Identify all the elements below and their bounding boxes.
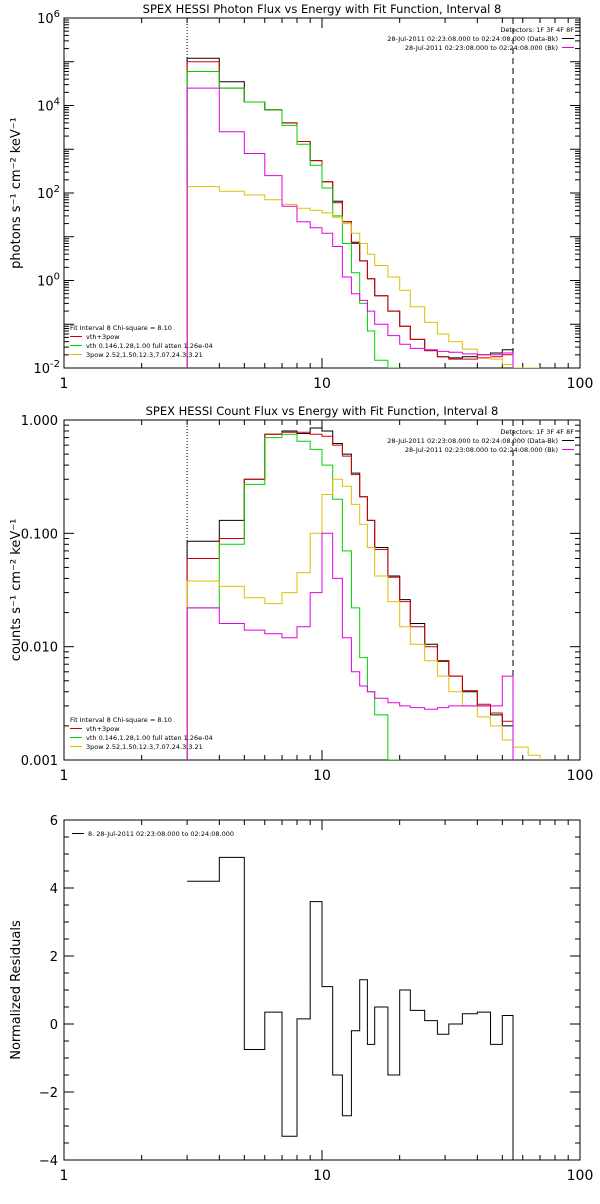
legend-text: 28-Jul-2011 02:23:08.000 to 02:24:08.000… [387,437,558,445]
y-tick-label: 4 [50,882,58,897]
chart-title: SPEX HESSI Photon Flux vs Energy with Fi… [143,2,502,16]
x-axis-ticks [63,18,581,368]
y-tick-label: 0.100 [21,527,58,542]
legend-text: 28-Jul-2011 02:23:08.000 to 02:24:08.000… [387,35,558,43]
plot-frame [63,17,581,369]
series-vth [186,433,400,760]
series-data-bk [186,57,514,368]
x-tick-label: 100 [567,1168,594,1184]
series-data-bk [186,427,514,760]
y-tick-label: 10-2 [33,359,60,377]
panel-3: Normalized Residuals 1 10 100 −4 −2 0 2 4 6 8. 28-… [9,814,593,1184]
legend-text: Detectors: 1F 3F 4F 8F [500,26,574,34]
legend-text: 3pow 2.52,1.50,12.3,7.07,24.3,3.21 [86,351,203,359]
x-axis-ticks [63,820,581,1160]
y-tick-label: −4 [39,1154,58,1169]
x-tick-label: 1 [60,768,69,784]
y-tick-label: −2 [39,1086,58,1101]
x-tick-label: 1 [60,376,69,392]
y-axis-label: counts s⁻¹ cm⁻² keV⁻¹ [9,519,24,662]
legend-text: Fit Interval 8 Chi-square = 8.10 [70,716,172,724]
series-group [187,856,514,1160]
y-tick-label: 104 [37,97,60,115]
y-tick-label: 6 [50,814,58,829]
series-group [186,427,541,760]
x-tick-label: 10 [313,1168,331,1184]
series-residuals [187,856,514,1160]
y-tick-label: 2 [50,950,58,965]
y-axis-ticks [64,17,580,369]
legend-bottom-left: Fit Interval 8 Chi-square = 8.10vth+3pow… [70,716,213,751]
legend-text: 3pow 2.52,1.50,12.3,7.07,24.3,3.21 [86,743,203,751]
legend-bottom-left: Fit Interval 8 Chi-square = 8.10vth+3pow… [70,324,213,359]
legend-text: 8. 28-Jul-2011 02:23:08.000 to 02:24:08.… [88,830,234,838]
panel-2: SPEX HESSI Count Flux vs Energy with Fit… [9,404,593,784]
legend-text: 28-Jul-2011 02:23:08.000 to 02:24:08.000… [405,44,558,52]
x-tick-label: 10 [313,376,331,392]
y-tick-exponent: 0 [54,272,60,283]
y-tick-label: 1.000 [21,414,58,429]
legend-text: vth+3pow [86,333,120,341]
series-bk [186,87,514,368]
panel-1: SPEX HESSI Photon Flux vs Energy with Fi… [9,2,593,392]
y-tick-label: 0 [50,1018,58,1033]
series-3pow [186,186,540,368]
y-tick-label: 102 [37,184,60,202]
y-tick-label: 106 [37,9,60,27]
legend-text: Fit Interval 8 Chi-square = 8.10 [70,324,172,332]
series-vth [186,71,400,368]
y-axis-ticks [64,819,580,1161]
legend-text: vth 0.146,1.28,1.00 full atten 1.26e-04 [86,342,213,350]
series-3pow [186,478,541,760]
series-bk [186,532,514,760]
y-tick-label: 0.001 [21,754,58,769]
y-tick-exponent: 6 [54,9,60,20]
x-tick-label: 1 [60,1168,69,1184]
legend-text: 28-Jul-2011 02:23:08.000 to 02:24:08.000… [405,446,558,454]
y-axis-label: photons s⁻¹ cm⁻² keV⁻¹ [9,117,24,269]
legend-text: Detectors: 1F 3F 4F 8F [500,428,574,436]
x-axis-ticks [63,420,581,760]
y-axis-label: Normalized Residuals [9,920,24,1060]
x-tick-label: 100 [567,768,594,784]
y-tick-exponent: -2 [50,359,60,370]
legend-top-left: 8. 28-Jul-2011 02:23:08.000 to 02:24:08.… [72,830,234,838]
plot-frame [63,819,581,1161]
series-group [186,57,540,368]
legend-text: vth+3pow [86,725,120,733]
y-tick-exponent: 4 [54,97,60,108]
series-vth-3pow [186,431,514,760]
y-axis-ticks [64,419,580,761]
x-tick-label: 100 [567,376,594,392]
y-tick-label: 100 [37,272,60,290]
series-vth-3pow [186,61,514,368]
chart-title: SPEX HESSI Count Flux vs Energy with Fit… [146,404,499,418]
legend-text: vth 0.146,1.28,1.00 full atten 1.26e-04 [86,734,213,742]
y-tick-label: 0.010 [21,641,58,656]
y-tick-exponent: 2 [54,184,60,195]
x-tick-label: 10 [313,768,331,784]
